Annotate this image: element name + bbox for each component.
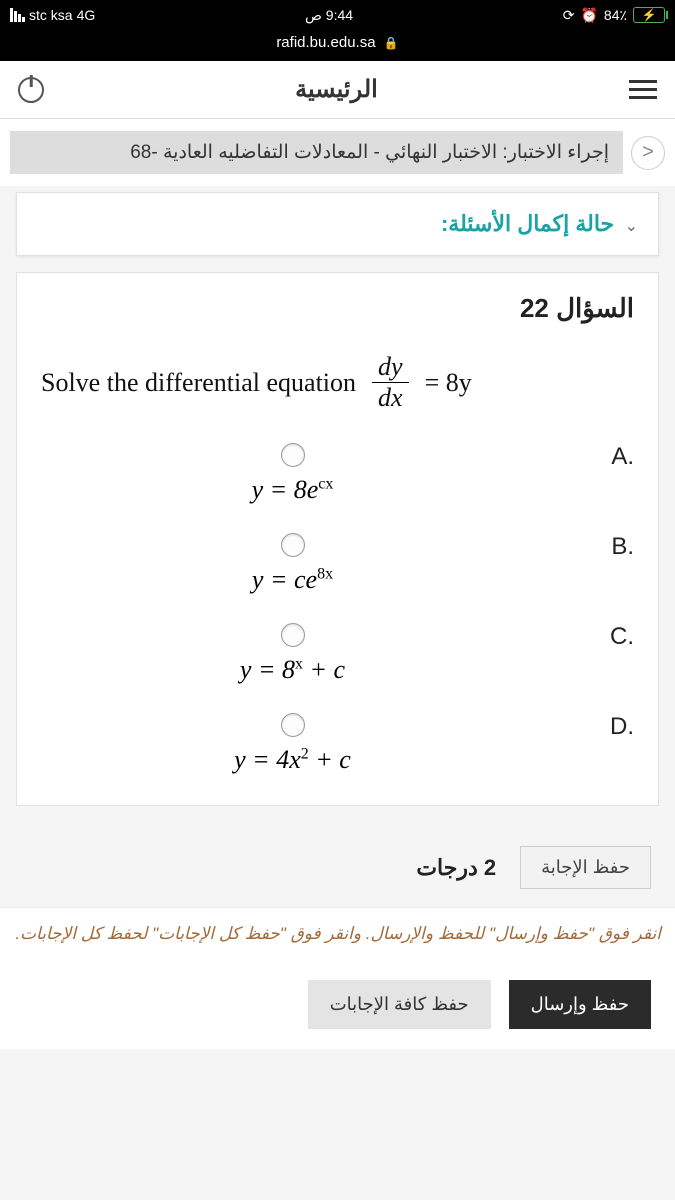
save-all-button[interactable]: حفظ كافة الإجابات xyxy=(308,980,491,1029)
battery-icon: ⚡ xyxy=(633,7,665,23)
question-title: السؤال 22 xyxy=(41,293,634,324)
chevron-down-icon: ⌄ xyxy=(625,218,638,235)
option-b-radio[interactable] xyxy=(281,533,305,557)
option-c-formula: y = 8x + c xyxy=(240,655,345,685)
breadcrumb: إجراء الاختبار: الاختبار النهائي - المعا… xyxy=(10,131,623,174)
submit-button[interactable]: حفظ وإرسال xyxy=(509,980,651,1029)
alarm-icon: ⏰ xyxy=(580,7,597,24)
bottom-bar: حفظ وإرسال حفظ كافة الإجابات xyxy=(0,960,675,1049)
option-b: .B y = ce8x xyxy=(41,533,634,595)
status-left: ⚡ 84٪ ⏰ ⟳ xyxy=(563,7,665,24)
app-header: الرئيسية xyxy=(0,61,675,119)
option-d: .D y = 4x2 + c xyxy=(41,713,634,775)
fraction-num: dy xyxy=(372,352,409,383)
option-a-radio[interactable] xyxy=(281,443,305,467)
carrier: stc ksa xyxy=(29,7,73,23)
url-bar: 🔒 rafid.bu.edu.sa xyxy=(0,30,675,61)
lock-icon: 🔒 xyxy=(384,36,399,50)
url-text: rafid.bu.edu.sa xyxy=(276,34,375,51)
option-c: .C y = 8x + c xyxy=(41,623,634,685)
option-d-formula: y = 4x2 + c xyxy=(234,745,351,775)
question-text: Solve the differential equation dy dx = … xyxy=(41,352,634,413)
status-bar: ⚡ 84٪ ⏰ ⟳ 9:44 ص 4G stc ksa xyxy=(0,0,675,30)
back-button[interactable]: < xyxy=(631,136,665,170)
orientation-icon: ⟳ xyxy=(563,7,575,24)
battery-percent: 84٪ xyxy=(604,7,627,24)
power-icon[interactable] xyxy=(18,77,44,103)
option-a-label: .A xyxy=(604,443,634,471)
breadcrumb-row: < إجراء الاختبار: الاختبار النهائي - الم… xyxy=(0,119,675,186)
page-title: الرئيسية xyxy=(44,75,629,104)
options-list: .A y = 8ecx .B y = ce8x .C y = 8x + c .D xyxy=(41,443,634,775)
completion-card[interactable]: ⌄ حالة إكمال الأسئلة: xyxy=(16,192,659,256)
signal-icon xyxy=(10,8,25,22)
fraction-den: dx xyxy=(372,383,409,413)
option-c-label: .C xyxy=(604,623,634,651)
network-type: 4G xyxy=(77,7,96,23)
points-label: 2 درجات xyxy=(416,855,496,881)
completion-label: حالة إكمال الأسئلة: xyxy=(441,211,614,236)
status-right: 4G stc ksa xyxy=(10,7,95,23)
option-b-label: .B xyxy=(604,533,634,561)
equation-rhs: = 8y xyxy=(425,368,472,398)
option-a: .A y = 8ecx xyxy=(41,443,634,505)
save-row: حفظ الإجابة 2 درجات xyxy=(16,846,659,889)
option-d-label: .D xyxy=(604,713,634,741)
fraction: dy dx xyxy=(372,352,409,413)
option-c-radio[interactable] xyxy=(281,623,305,647)
option-d-radio[interactable] xyxy=(281,713,305,737)
menu-icon[interactable] xyxy=(629,80,657,99)
hint-text: انقر فوق "حفظ وإرسال" للحفظ والإرسال. وا… xyxy=(0,907,675,960)
option-b-formula: y = ce8x xyxy=(252,565,333,595)
question-card: السؤال 22 Solve the differential equatio… xyxy=(16,272,659,806)
save-answer-button[interactable]: حفظ الإجابة xyxy=(520,846,651,889)
question-prompt: Solve the differential equation xyxy=(41,368,356,398)
status-time: 9:44 ص xyxy=(95,7,562,24)
option-a-formula: y = 8ecx xyxy=(252,475,334,505)
